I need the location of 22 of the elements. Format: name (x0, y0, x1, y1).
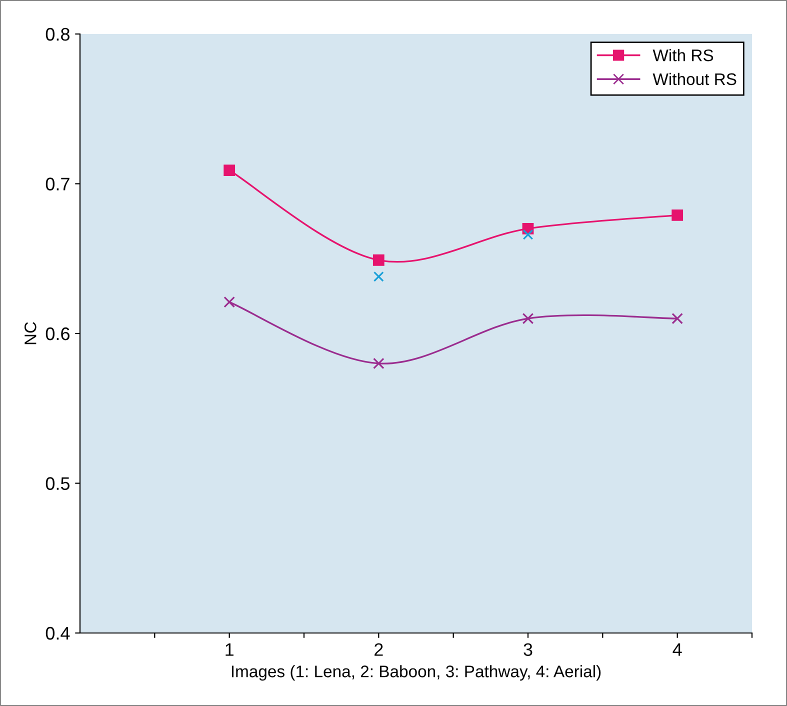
y-tick-label: 0.5 (46, 477, 70, 490)
point (672, 210, 684, 221)
x-tick-label: 2 (374, 643, 383, 656)
point (373, 271, 384, 282)
y-axis-title: NC (24, 322, 36, 344)
point (224, 296, 236, 308)
point (522, 312, 534, 324)
y-tick-label: 0.6 (46, 327, 70, 340)
point (224, 164, 236, 176)
x-tick-label: 4 (672, 643, 682, 656)
y-tick-label: 0.4 (46, 626, 70, 640)
x-tick-label: 3 (524, 643, 532, 656)
x-axis-title: Images (1: Lena, 2: Baboon, 3: Pathway, 4: Aerial) (232, 665, 601, 681)
point (672, 312, 684, 324)
y-tick-label: 0.7 (46, 178, 70, 190)
point (372, 254, 384, 266)
legend-label: Without RS (652, 72, 736, 86)
y-tick-label: 0.8 (46, 28, 70, 41)
x-tick-label: 1 (226, 643, 234, 656)
point (522, 229, 534, 240)
point (372, 358, 384, 370)
legend-label: With RS (652, 49, 714, 62)
